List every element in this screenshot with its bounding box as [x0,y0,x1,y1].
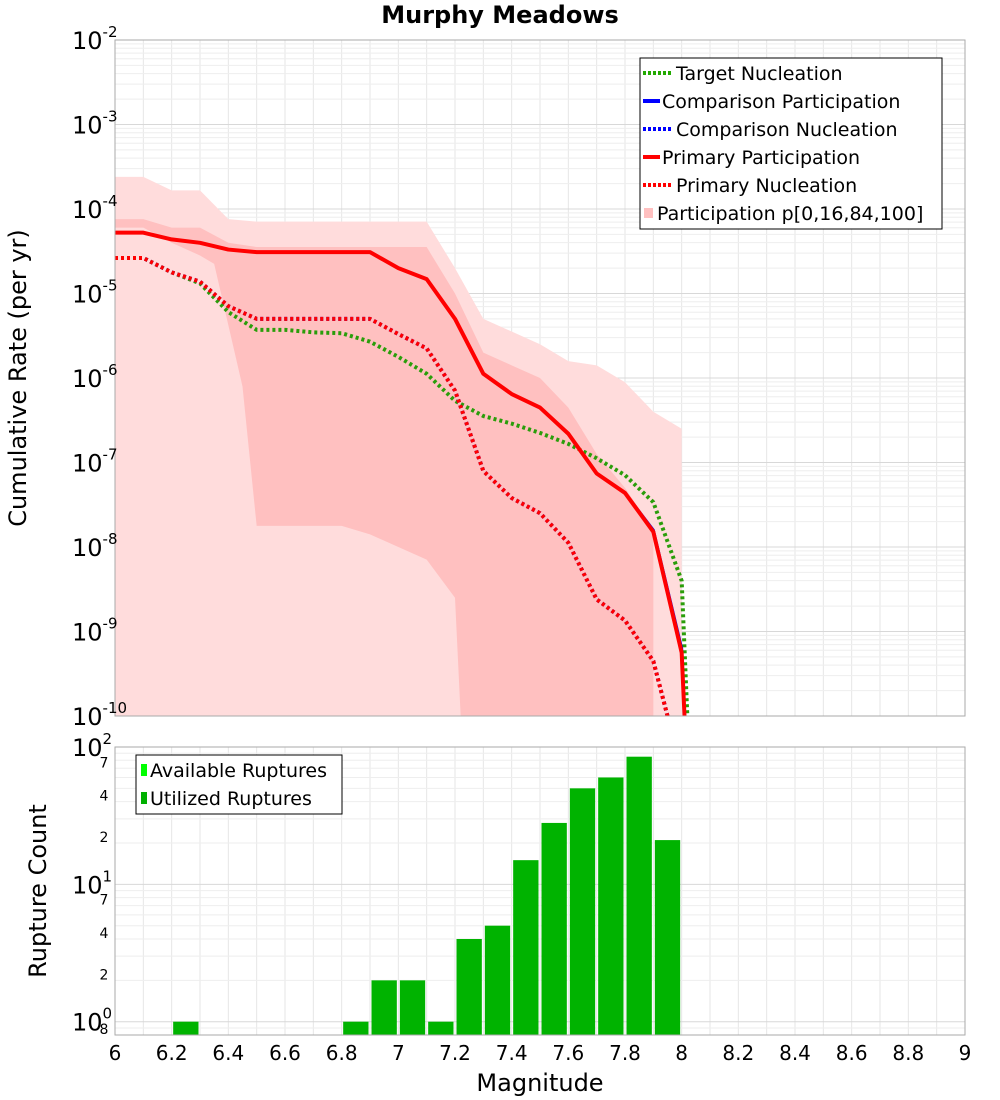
y-tick-label: 10-6 [72,361,118,393]
y-tick-label: 10-5 [72,277,118,309]
percentile-bands [115,176,682,716]
legend-swatch [644,208,653,218]
x-tick-label: 7.8 [609,1041,641,1065]
legend-swatch [141,792,147,804]
y-tick-label: 10-7 [72,446,118,478]
x-tick-label: 6 [109,1041,122,1065]
y-tick-label: 10-4 [72,192,118,224]
legend-label: Comparison Nucleation [676,119,898,141]
x-tick-label: 8.8 [892,1041,924,1065]
series-target-nucleation [115,256,690,716]
x-tick-label: 7.6 [552,1041,584,1065]
bar-7-8 [626,756,652,1035]
legend-label: Target Nucleation [675,63,843,85]
y-tick-label: 10-3 [72,108,118,140]
y-minor-tick-label: 4 [100,789,109,805]
top-legend-box [639,57,943,230]
top-legend: Target Nucleation Comparison Participatio… [639,57,943,230]
x-tick-label: 7.2 [439,1041,471,1065]
series-primary-participation [115,230,687,716]
y-minor-tick-label: 4 [100,926,109,942]
x-tick-labels: 6 6.2 6.4 6.6 6.8 7 7.2 7.4 7.6 7.8 8 8.2 8.4 8.6 8.8 9 [109,1041,972,1065]
bar-7-9 [654,840,681,1035]
y-tick-label: 10-8 [72,530,118,562]
chart-title: Murphy Meadows [381,1,619,29]
bar-7 [399,980,426,1035]
y-minor-tick-label: 7 [100,755,109,771]
bar-7-6 [569,788,596,1035]
x-tick-label: 7.4 [496,1041,528,1065]
bar-7-4 [513,860,539,1035]
bottom-legend-box [135,754,343,815]
y-tick-label: 10-10 [72,699,127,731]
x-tick-label: 7 [392,1041,405,1065]
bar-6-9 [371,980,397,1035]
bar-7-3 [484,925,511,1035]
x-tick-label: 6.2 [156,1041,188,1065]
bottom-legend: Available Ruptures Utilized Ruptures [135,754,343,815]
y-minor-tick-label: 2 [100,830,109,846]
legend-label: Participation p[0,16,84,100] [657,203,923,225]
top-y-axis-label: Cumulative Rate (per yr) [4,229,32,527]
x-tick-label: 8.6 [836,1041,868,1065]
y-minor-tick-label: 2 [100,967,109,983]
y-minor-tick-label: 7 [100,893,109,909]
x-tick-label: 8 [675,1041,688,1065]
legend-label: Utilized Ruptures [150,788,312,810]
bar-6-8 [343,1021,369,1035]
legend-label: Primary Nucleation [676,175,857,197]
series-primary-nucleation [115,256,670,716]
y-tick-label: 10-9 [72,615,118,647]
band-p16-p84 [115,219,654,716]
bottom-plot-frame [114,746,966,1036]
bottom-y-tick-labels: 102 101 100 7 4 2 7 4 2 8 [72,730,112,1038]
x-tick-label: 6.6 [269,1041,301,1065]
bar-7-1 [428,1021,454,1035]
series-lines [115,230,690,716]
top-plot-frame [114,39,966,717]
x-tick-label: 6.8 [326,1041,358,1065]
y-tick-label: 100 [72,1005,112,1037]
bottom-y-axis-label: Rupture Count [24,804,52,978]
top-y-tick-labels: 10-2 10-3 10-4 10-5 10-6 10-7 10-8 10-9 10-10 [72,23,127,731]
y-tick-label: 101 [72,867,112,899]
y-tick-label: 10-2 [72,23,118,55]
rupture-bars [173,756,681,1035]
legend-label: Comparison Participation [662,91,900,113]
x-tick-label: 9 [959,1041,972,1065]
bar-6-2 [173,1021,199,1035]
bar-7-7 [598,777,624,1035]
bar-7-5 [541,822,567,1035]
legend-label: Available Ruptures [150,760,327,782]
x-tick-label: 6.4 [212,1041,244,1065]
x-axis-label: Magnitude [476,1069,603,1097]
y-minor-tick-label: 8 [100,1022,109,1038]
y-tick-label: 102 [72,730,112,762]
x-tick-label: 8.4 [779,1041,811,1065]
x-tick-label: 8.2 [722,1041,754,1065]
bar-7-2 [456,939,482,1035]
legend-swatch [141,764,147,776]
legend-label: Primary Participation [662,147,860,169]
